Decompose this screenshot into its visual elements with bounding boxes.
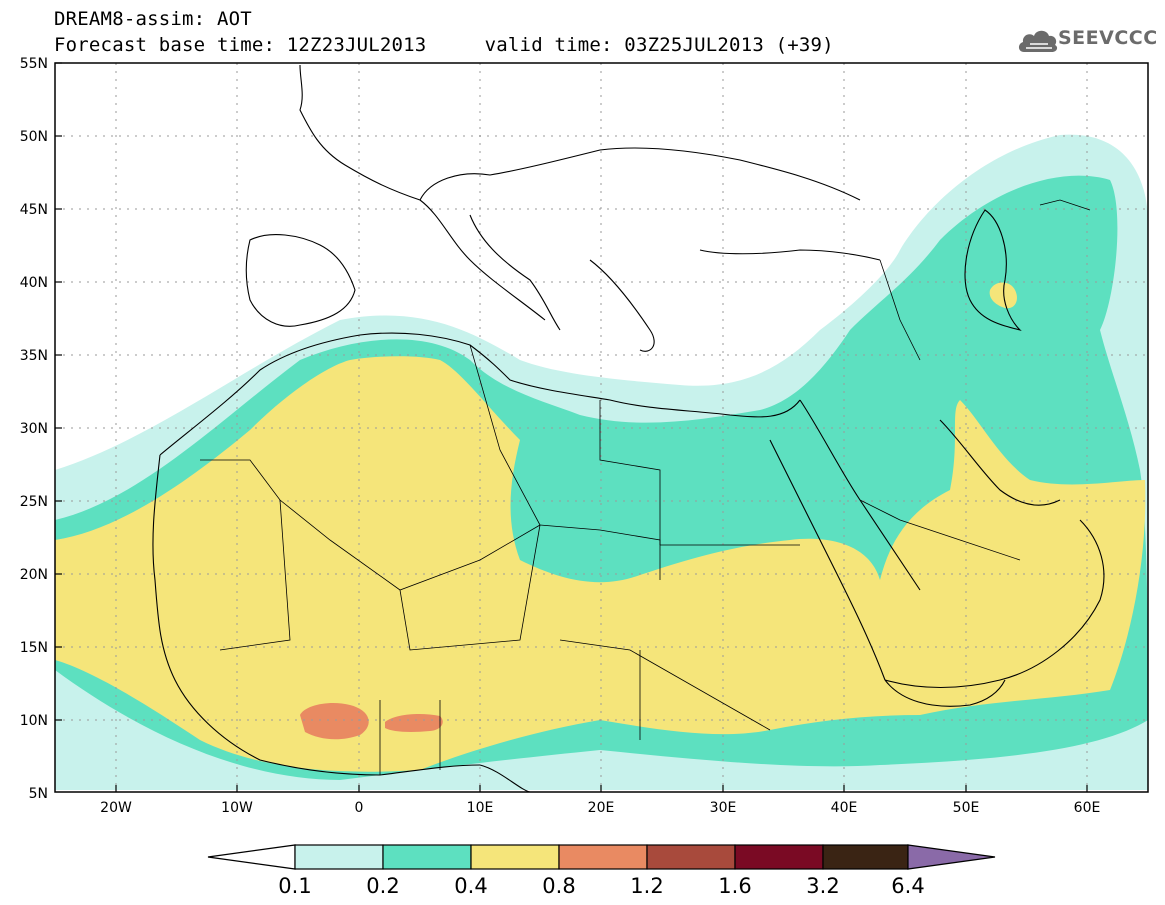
lon-label-40e: 40E bbox=[831, 800, 858, 816]
lon-label-10w: 10W bbox=[221, 800, 253, 816]
colorbar-label-5: 1.6 bbox=[718, 874, 751, 898]
lat-label-40n: 40N bbox=[20, 275, 48, 291]
colorbar-label-7: 6.4 bbox=[891, 874, 924, 898]
colorbar-swatch-0 bbox=[294, 844, 384, 870]
colorbar-label-1: 0.2 bbox=[366, 874, 399, 898]
colorbar-swatch-5 bbox=[734, 844, 824, 870]
colorbar-label-3: 0.8 bbox=[542, 874, 575, 898]
colorbar-label-4: 1.2 bbox=[630, 874, 663, 898]
lon-label-20w: 20W bbox=[100, 800, 132, 816]
lon-label-20e: 20E bbox=[588, 800, 615, 816]
axis-ticks bbox=[55, 62, 1088, 792]
lat-label-10n: 10N bbox=[20, 713, 48, 729]
lat-label-15n: 15N bbox=[20, 640, 48, 656]
coastlines bbox=[152, 64, 1105, 792]
colorbar-over-arrow bbox=[907, 844, 996, 870]
lon-label-0: 0 bbox=[355, 800, 364, 816]
lat-label-5n: 5N bbox=[29, 786, 48, 802]
cloud-icon bbox=[1018, 30, 1058, 52]
colorbar-swatch-3 bbox=[558, 844, 648, 870]
colorbar-under-arrow bbox=[207, 844, 296, 870]
colorbar-swatch-1 bbox=[382, 844, 472, 870]
lat-label-45n: 45N bbox=[20, 202, 48, 218]
colorbar-swatch-2 bbox=[470, 844, 560, 870]
lon-label-30e: 30E bbox=[710, 800, 737, 816]
lon-label-10e: 10E bbox=[467, 800, 494, 816]
map-title: DREAM8-assim: AOT bbox=[54, 8, 252, 30]
lat-label-50n: 50N bbox=[20, 129, 48, 145]
lat-label-35n: 35N bbox=[20, 348, 48, 364]
colorbar-swatch-4 bbox=[646, 844, 736, 870]
lon-label-50e: 50E bbox=[953, 800, 980, 816]
aot-band-0.8-b bbox=[385, 714, 443, 732]
lon-label-60e: 60E bbox=[1074, 800, 1101, 816]
lat-label-25n: 25N bbox=[20, 494, 48, 510]
logo-text: SEEVCCC bbox=[1058, 27, 1158, 49]
colorbar bbox=[207, 844, 996, 870]
colorbar-label-6: 3.2 bbox=[806, 874, 839, 898]
borders bbox=[200, 199, 1091, 775]
lat-label-55n: 55N bbox=[20, 56, 48, 72]
aot-band-0.8-a bbox=[300, 703, 369, 740]
lat-label-30n: 30N bbox=[20, 421, 48, 437]
colorbar-label-0: 0.1 bbox=[278, 874, 311, 898]
forecast-times: Forecast base time: 12Z23JUL2013 valid t… bbox=[54, 34, 834, 56]
graticule bbox=[55, 63, 1148, 792]
lat-label-20n: 20N bbox=[20, 567, 48, 583]
colorbar-swatch-6 bbox=[822, 844, 909, 870]
aot-band-0.4 bbox=[55, 356, 1146, 772]
colorbar-label-2: 0.4 bbox=[454, 874, 487, 898]
